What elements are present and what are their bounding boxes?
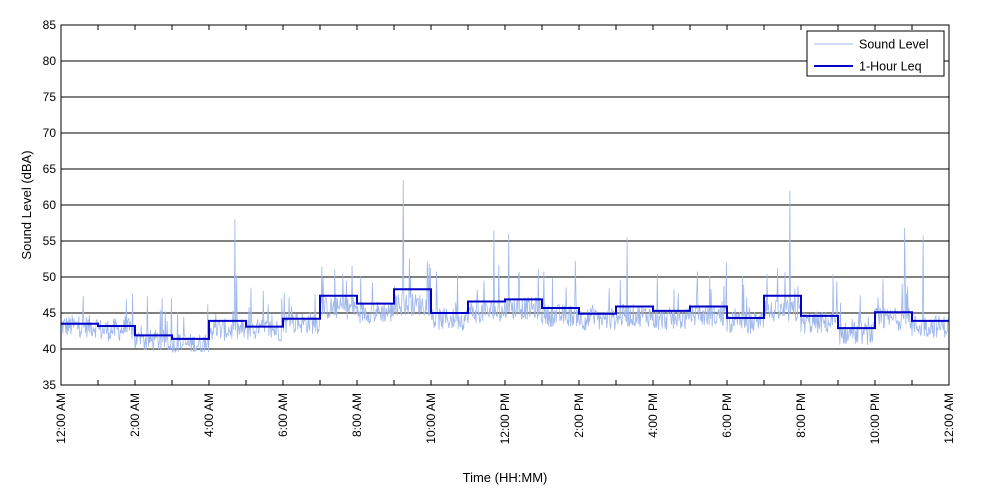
x-tick-label: 8:00 AM <box>350 393 364 437</box>
x-tick-label: 2:00 AM <box>128 393 142 437</box>
x-tick-label: 12:00 AM <box>942 393 956 444</box>
x-axis: 12:00 AM 2:00 AM 4:00 AM 6:00 AM 8:00 AM 10:0… <box>54 25 956 444</box>
y-tick-label: 75 <box>43 90 57 104</box>
x-tick-label: 12:00 PM <box>498 393 512 444</box>
y-tick-label: 40 <box>43 342 57 356</box>
x-tick-label: 2:00 PM <box>572 393 586 438</box>
x-tick-label: 12:00 AM <box>54 393 68 444</box>
x-tick-label: 6:00 PM <box>720 393 734 438</box>
leq-series <box>61 288 949 340</box>
x-axis-title: Time (HH:MM) <box>463 470 548 485</box>
y-tick-label: 65 <box>43 162 57 176</box>
x-tick-label: 10:00 PM <box>868 393 882 444</box>
y-tick-label: 35 <box>43 378 57 392</box>
x-tick-label: 6:00 AM <box>276 393 290 437</box>
legend-label-leq: 1-Hour Leq <box>859 60 922 74</box>
y-tick-label: 45 <box>43 306 57 320</box>
legend-label-sound-level: Sound Level <box>859 38 929 52</box>
sound-level-line <box>60 179 950 354</box>
y-axis-title: Sound Level (dBA) <box>19 150 34 259</box>
x-tick-label: 10:00 AM <box>424 393 438 444</box>
leq-step-line <box>61 288 949 340</box>
y-tick-label: 85 <box>43 18 57 32</box>
x-tick-label: 4:00 PM <box>646 393 660 438</box>
legend: Sound Level 1-Hour Leq <box>806 30 945 77</box>
x-tick-label: 4:00 AM <box>202 393 216 437</box>
legend-box <box>806 30 945 77</box>
y-axis: 35 40 45 50 55 60 65 70 75 80 85 <box>43 18 949 392</box>
y-tick-label: 55 <box>43 234 57 248</box>
sound-level-series <box>60 179 950 354</box>
x-tick-label: 8:00 PM <box>794 393 808 438</box>
y-tick-label: 60 <box>43 198 57 212</box>
y-tick-label: 80 <box>43 54 57 68</box>
y-tick-label: 50 <box>43 270 57 284</box>
y-tick-label: 70 <box>43 126 57 140</box>
gridlines <box>61 60 949 350</box>
